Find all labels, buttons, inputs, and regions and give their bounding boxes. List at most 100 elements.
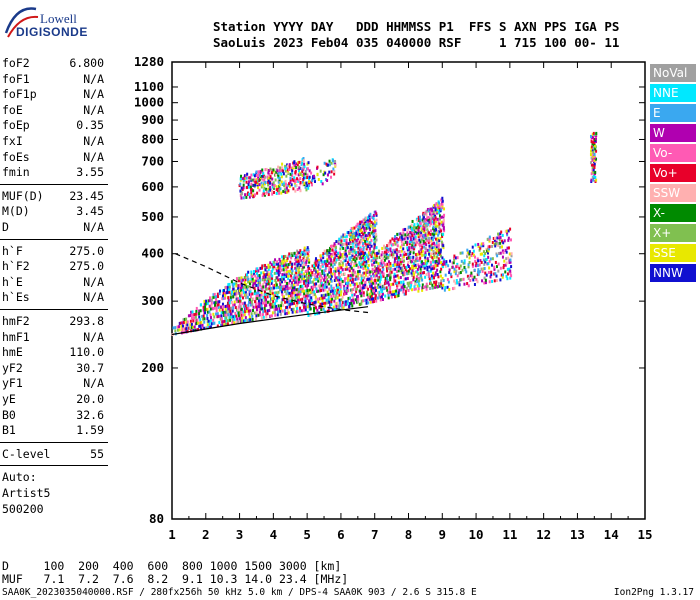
echo-point: [401, 268, 404, 272]
echo-point: [239, 305, 242, 309]
echo-point: [368, 214, 371, 218]
echo-point: [363, 236, 366, 240]
echo-point: [282, 285, 285, 289]
echo-point: [423, 225, 426, 229]
echo-point: [386, 248, 389, 252]
echo-point: [334, 308, 337, 312]
echo-point: [383, 252, 386, 256]
echo-point: [335, 283, 338, 287]
echo-point: [406, 236, 409, 240]
echo-point: [330, 279, 333, 283]
echo-point: [370, 244, 373, 248]
echo-point: [403, 277, 406, 281]
echo-point: [340, 303, 343, 307]
echo-point: [212, 293, 215, 297]
echo-point: [247, 191, 250, 195]
echo-point: [349, 283, 352, 287]
echo-point: [395, 270, 398, 274]
echo-point: [244, 283, 247, 287]
echo-point: [412, 255, 415, 259]
echo-point: [428, 238, 431, 242]
echo-point: [306, 276, 309, 280]
echo-point: [328, 287, 331, 291]
echo-point: [463, 261, 466, 265]
echo-point: [338, 298, 341, 302]
echo-point: [422, 215, 425, 219]
echo-point: [410, 247, 413, 251]
param-value: 0.35: [76, 118, 104, 133]
echo-point: [241, 291, 244, 295]
echo-point: [368, 273, 371, 277]
echo-point: [413, 273, 416, 277]
echo-point: [299, 253, 302, 257]
echo-point: [422, 241, 425, 245]
echo-point: [591, 132, 594, 136]
echo-point: [428, 236, 431, 240]
param-row-fxi: fxI N/A: [0, 134, 108, 150]
echo-point: [323, 161, 326, 165]
echo-point: [336, 278, 339, 282]
echo-point: [345, 265, 348, 269]
echo-point: [329, 297, 332, 301]
echo-point: [438, 204, 441, 208]
echo-point: [488, 239, 491, 243]
echo-point: [330, 259, 333, 263]
echo-point: [209, 296, 212, 300]
echo-point: [367, 251, 370, 255]
echo-point: [296, 163, 299, 167]
echo-point: [288, 168, 291, 172]
echo-point: [222, 291, 225, 295]
echo-point: [205, 326, 208, 330]
echo-point: [393, 275, 396, 279]
echo-point: [340, 253, 343, 257]
echo-point: [340, 282, 343, 286]
echo-point: [290, 166, 293, 170]
echo-point: [437, 261, 440, 265]
echo-point: [351, 253, 354, 257]
echo-point: [341, 242, 344, 246]
param-row-yf2: yF2 30.7: [0, 361, 108, 377]
echo-point: [359, 248, 362, 252]
param-value: 32.6: [76, 407, 104, 422]
echo-point: [322, 251, 325, 255]
echo-point: [591, 176, 594, 180]
echo-point: [344, 246, 347, 250]
digisonde-logo: Lowell DIGISONDE: [2, 3, 112, 45]
echo-point: [393, 239, 396, 243]
echo-point: [430, 265, 433, 269]
echo-point: [379, 270, 382, 274]
echo-point: [374, 252, 377, 256]
echo-point: [269, 265, 272, 269]
echo-point: [424, 211, 427, 215]
echo-point: [421, 218, 424, 222]
echo-point: [415, 228, 418, 232]
echo-point: [337, 276, 340, 280]
echo-point: [347, 276, 350, 280]
echo-point: [436, 208, 439, 212]
echo-point: [291, 168, 294, 172]
echo-point: [255, 294, 258, 298]
echo-point: [306, 162, 309, 166]
echo-point: [397, 267, 400, 271]
echo-point: [414, 239, 417, 243]
echo-point: [438, 231, 441, 235]
echo-point: [285, 174, 288, 178]
echo-point: [332, 159, 335, 163]
echo-point: [240, 293, 243, 297]
echo-point: [304, 305, 307, 309]
echo-point: [344, 277, 347, 281]
echo-point: [200, 321, 203, 325]
echo-point: [299, 189, 302, 193]
echo-point: [250, 182, 253, 186]
echo-point: [432, 227, 435, 231]
echo-point: [339, 255, 342, 259]
echo-point: [236, 300, 239, 304]
echo-point: [320, 294, 323, 298]
echo-point: [209, 304, 212, 308]
echo-point: [214, 297, 217, 301]
echo-point: [459, 264, 462, 268]
echo-point: [274, 283, 277, 287]
echo-point: [364, 236, 367, 240]
echo-point: [419, 248, 422, 252]
echo-point: [510, 254, 513, 258]
